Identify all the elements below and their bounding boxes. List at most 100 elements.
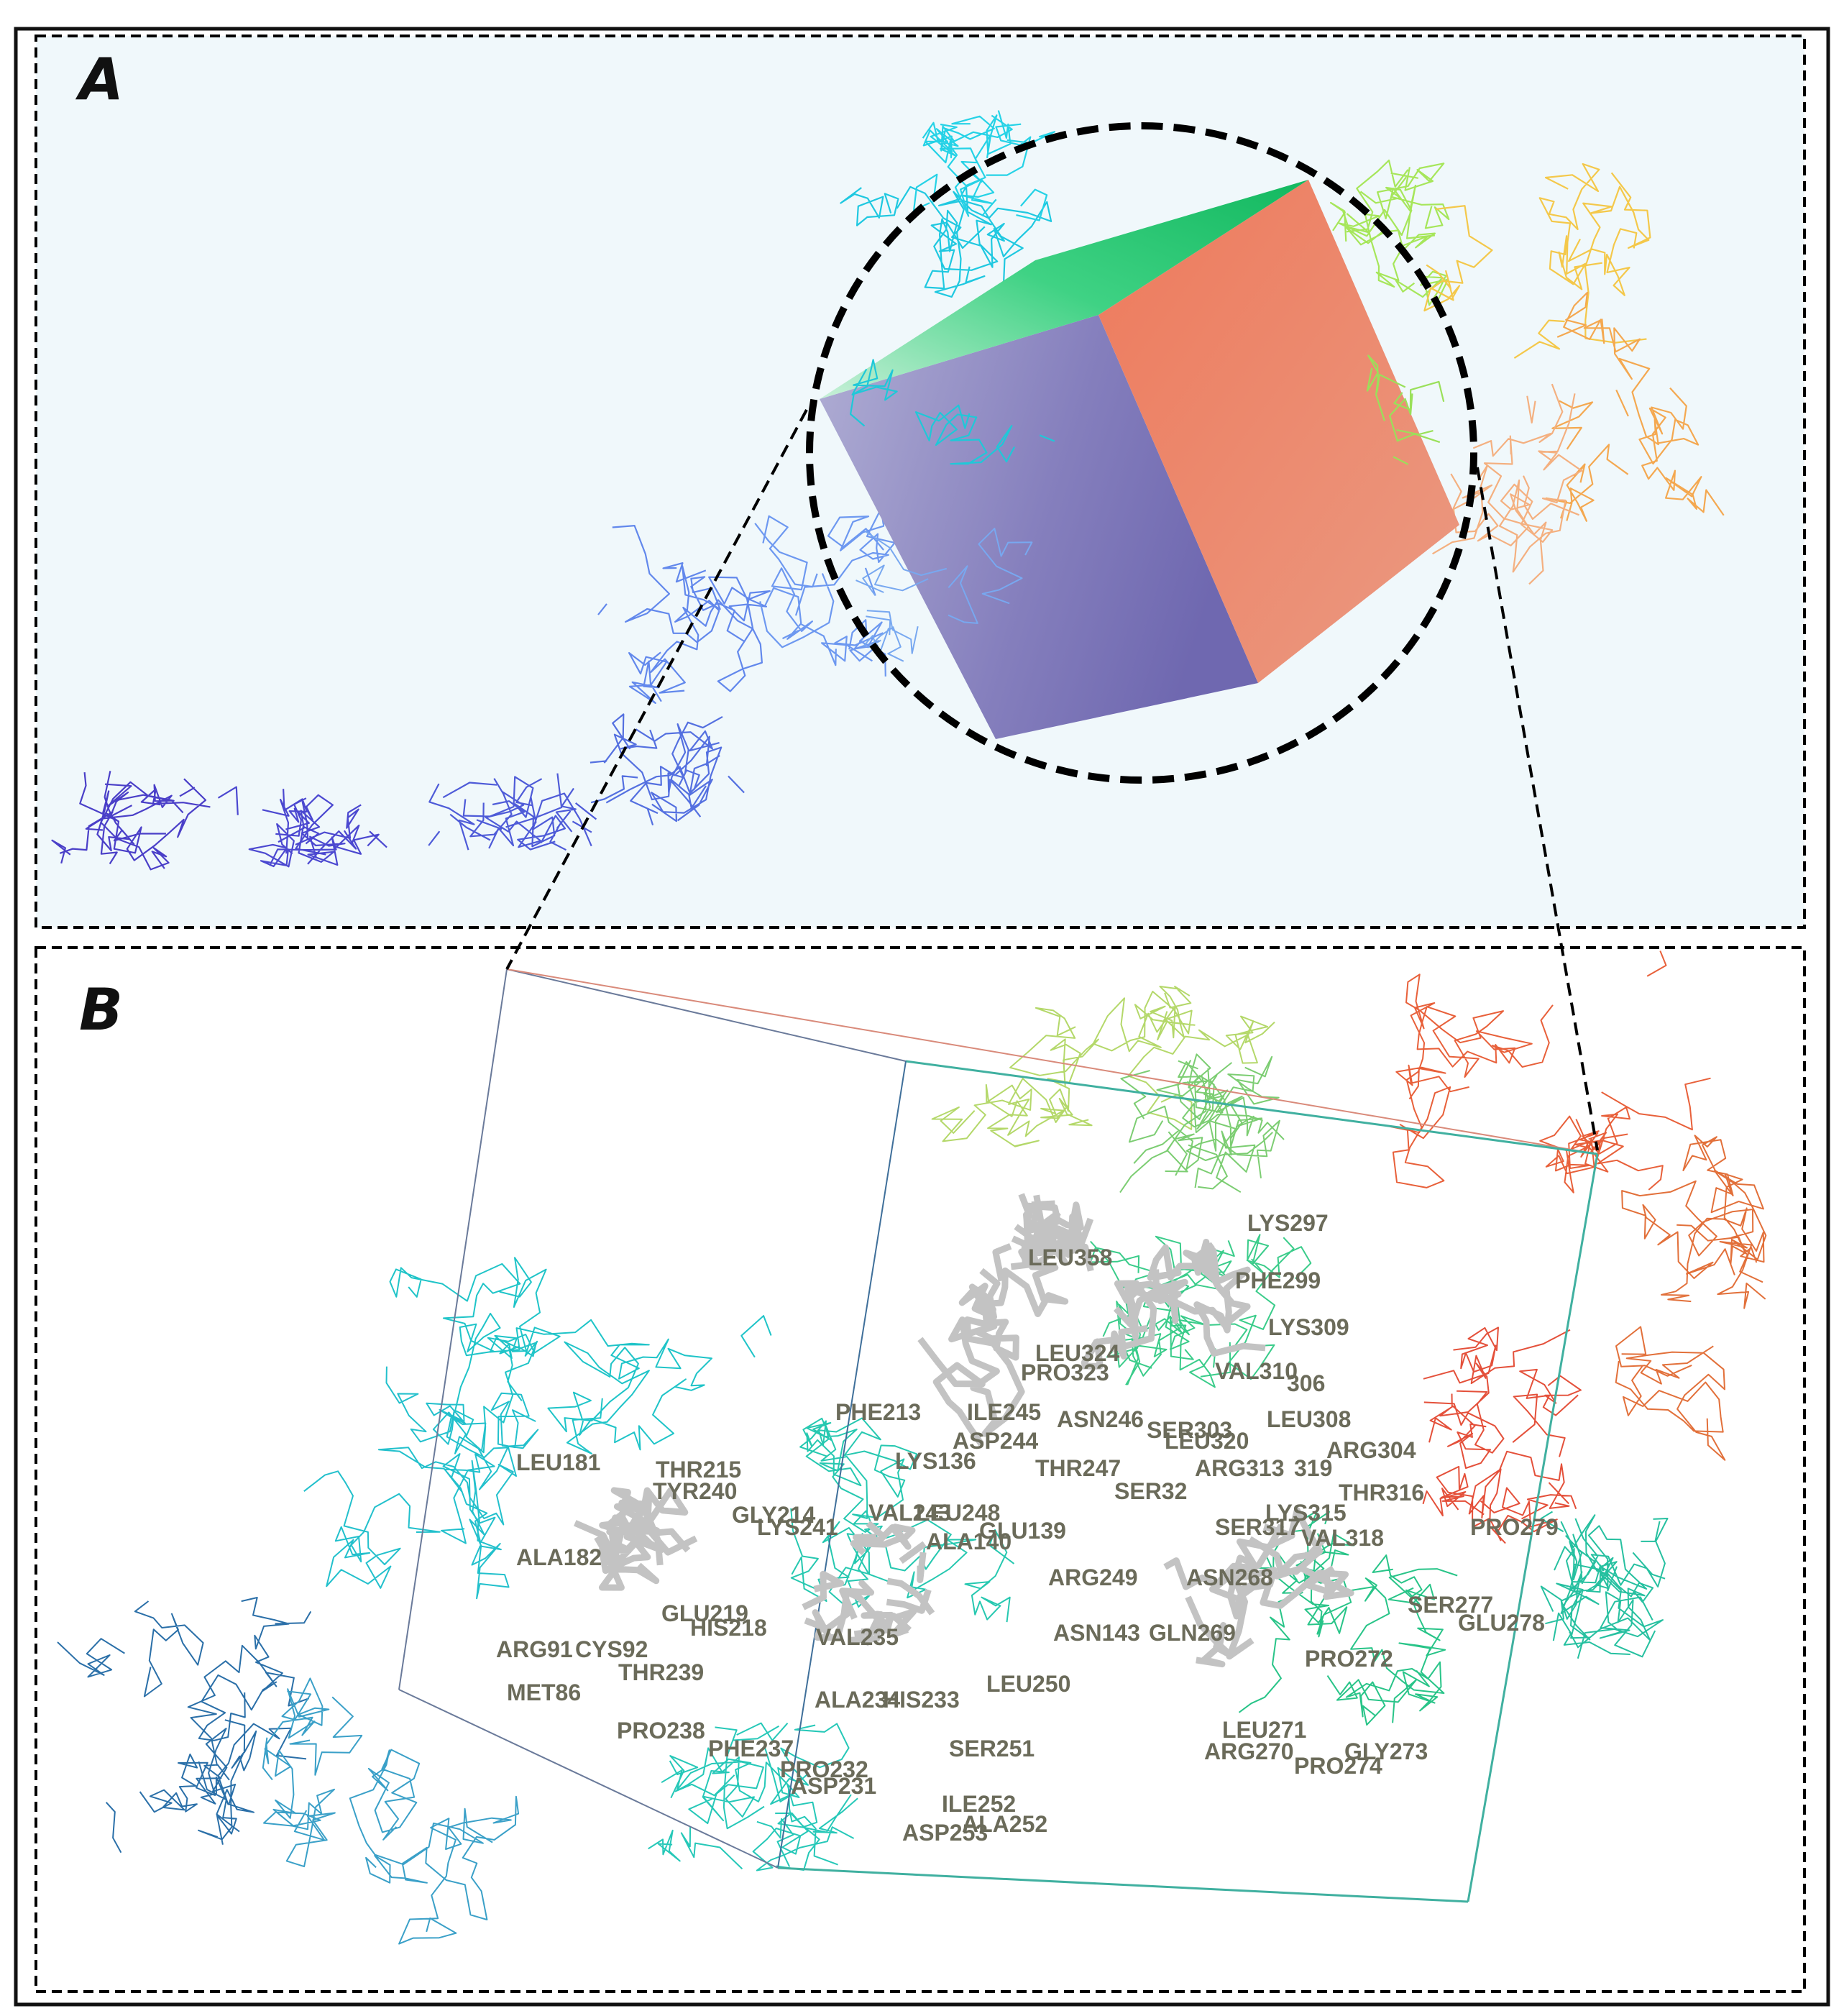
residue-label: CYS92	[575, 1636, 648, 1662]
wireframe-segment	[1432, 383, 1583, 585]
residue-stick	[1010, 1193, 1094, 1272]
wireframe-segment	[217, 786, 387, 868]
residue-label: TYR240	[653, 1478, 737, 1504]
residue-label: HIS218	[690, 1615, 767, 1641]
binding-residue-sticks	[573, 1193, 1354, 1668]
residue-label: ARG249	[1048, 1564, 1138, 1590]
cube-left-face	[820, 315, 1258, 739]
residue-label: ARG304	[1326, 1437, 1416, 1463]
residue-label: GLU278	[1458, 1610, 1545, 1636]
residue-label: ALA182	[516, 1544, 602, 1570]
residue-label: THR247	[1035, 1455, 1121, 1481]
residue-label: LYS136	[895, 1448, 976, 1474]
wireframe-segment	[1423, 162, 1651, 359]
residue-stick	[1163, 1507, 1354, 1668]
residue-label: ALA140	[926, 1529, 1012, 1554]
residue-label: LEU308	[1267, 1406, 1351, 1432]
box-edge-right	[1467, 1153, 1599, 1902]
residue-label: GLN269	[1149, 1620, 1236, 1646]
binding-box-cube	[820, 180, 1459, 739]
cube-right-face	[1098, 180, 1459, 683]
panel-b-protein-wireframe	[57, 950, 1767, 1945]
panel-a-letter: A	[75, 46, 124, 113]
wireframe-segment	[1389, 950, 1711, 1193]
residue-label: ASN246	[1057, 1406, 1144, 1432]
zoom-connector-left	[505, 409, 808, 970]
residue-label: LEU248	[916, 1500, 1000, 1526]
wireframe-segment	[1330, 159, 1450, 306]
residue-label: LEU320	[1165, 1428, 1249, 1454]
residue-label: ILE252	[942, 1791, 1016, 1817]
residue-label: SER277	[1408, 1592, 1493, 1618]
residue-label: PRO238	[617, 1718, 705, 1744]
residue-label: VAL243	[868, 1500, 951, 1526]
wireframe-segment	[1366, 354, 1445, 465]
residue-label: PRO279	[1470, 1514, 1559, 1540]
residue-label: GLU219	[661, 1600, 748, 1626]
residue-label: LYS241	[757, 1514, 838, 1540]
box-edge-bottom	[777, 1866, 1469, 1903]
wireframe-segment	[1238, 1510, 1458, 1726]
residue-label: ASP231	[791, 1773, 876, 1799]
residue-label: LEU271	[1222, 1717, 1306, 1743]
residue-stick	[1109, 1239, 1266, 1360]
wireframe-segment	[1615, 1135, 1767, 1461]
residue-label: GLU139	[979, 1518, 1066, 1544]
box-edge-top	[506, 968, 907, 1062]
residue-label: PHE237	[708, 1736, 794, 1761]
residue-label: ASP253	[902, 1820, 988, 1846]
wireframe-segment	[931, 986, 1275, 1147]
residue-label: PRO274	[1294, 1753, 1382, 1779]
residue-label: ARG313	[1195, 1455, 1285, 1481]
residue-label: PRO272	[1305, 1646, 1393, 1672]
wireframe-segment	[51, 771, 211, 871]
panel-a: A	[35, 35, 1806, 929]
residue-label: ALA234	[815, 1687, 900, 1713]
residue-label: SER32	[1114, 1478, 1187, 1504]
wireframe-segment	[262, 1677, 520, 1945]
residue-label: MET86	[507, 1680, 581, 1705]
wireframe-segment	[303, 1366, 539, 1600]
residue-label: LEU250	[986, 1671, 1070, 1697]
residue-label: GLY214	[732, 1502, 815, 1528]
wireframe-segment	[850, 359, 1055, 465]
wireframe-segment	[1119, 1053, 1285, 1193]
wireframe-segment	[590, 713, 745, 826]
zoom-connector-right	[1476, 467, 1599, 1151]
residue-label: SER251	[949, 1736, 1035, 1761]
panel-b-letter: B	[79, 976, 123, 1043]
residue-label: VAL318	[1301, 1525, 1384, 1551]
box-edge-left	[398, 968, 508, 1690]
residue-label: LEU181	[516, 1449, 600, 1475]
residue-label: 319	[1294, 1455, 1332, 1481]
residue-label: LEU324	[1035, 1340, 1120, 1366]
residue-label: GLY273	[1344, 1738, 1428, 1764]
wireframe-segment	[597, 525, 771, 704]
residue-label: LYS297	[1247, 1210, 1329, 1236]
residue-label: ILE245	[967, 1399, 1041, 1425]
residue-label: ARG91	[496, 1636, 573, 1662]
residue-label: THR215	[656, 1457, 741, 1483]
wireframe-segment	[57, 1597, 312, 1854]
residue-label: SER303	[1147, 1417, 1232, 1443]
residue-label: 306	[1287, 1370, 1325, 1396]
panel-a-border	[35, 35, 1806, 929]
wireframe-segment	[1545, 291, 1725, 522]
residue-label: PRO232	[780, 1756, 868, 1782]
residue-label: LYS309	[1268, 1314, 1349, 1340]
residue-label: ARG270	[1204, 1738, 1294, 1764]
zoom-circle	[806, 122, 1477, 784]
wireframe-segment	[1540, 1511, 1669, 1659]
residue-stick	[802, 1521, 935, 1646]
box-edge-mid	[777, 1060, 907, 1869]
residue-label: PRO323	[1021, 1360, 1109, 1385]
residue-label: THR239	[618, 1659, 704, 1685]
wireframe-segment	[389, 1257, 772, 1454]
residue-label: HIS233	[883, 1687, 960, 1713]
panel-b-border	[35, 946, 1806, 1993]
residue-label: ASN268	[1186, 1564, 1273, 1590]
residue-label: THR316	[1339, 1480, 1424, 1506]
residue-label: VAL235	[816, 1624, 899, 1650]
